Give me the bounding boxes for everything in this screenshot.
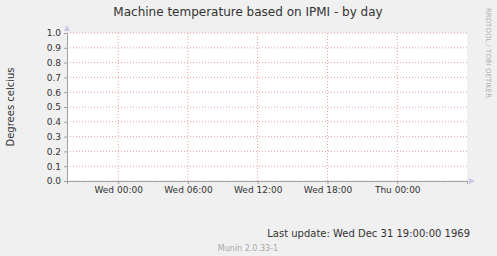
grid-line-y: [67, 62, 467, 63]
footer: Munin 2.0.33-1: [218, 244, 278, 253]
tick-mark: [64, 48, 67, 49]
grid-line-y: [67, 33, 467, 34]
background: [0, 0, 497, 256]
grid: [67, 33, 467, 181]
tick-label: 0.6: [47, 88, 62, 98]
grid-line-x: [257, 33, 258, 181]
tick: Thu 00:00: [374, 181, 421, 195]
tick: 1.0: [47, 28, 67, 38]
tick-mark: [64, 33, 67, 34]
tick-label: Wed 12:00: [234, 185, 283, 195]
tick-mark: [64, 166, 67, 167]
tick-label: 0.4: [47, 117, 62, 127]
tick-mark: [64, 77, 67, 78]
plot-area: [67, 33, 467, 181]
tick-label: 0.5: [47, 102, 61, 112]
tick: 0.1: [47, 162, 67, 172]
axis-line: [64, 34, 68, 182]
tick: Wed 12:00: [234, 181, 283, 195]
grid-line-y: [67, 151, 467, 152]
tick-label: 0.2: [47, 147, 61, 157]
axis-arrow: [467, 181, 470, 182]
last-update: Last update: Wed Dec 31 19:00:00 1969: [267, 228, 470, 239]
tick-label: 0.3: [47, 132, 61, 142]
grid-line-y: [67, 107, 467, 108]
tick: 0.3: [47, 132, 67, 142]
y-axis-label: Degrees celcius: [5, 67, 16, 146]
grid-line-y: [67, 77, 467, 78]
grid-line-x: [327, 33, 328, 181]
y-axis: 0.0 0.1 0.2 0.3 0.4 0.5 0.6 0.7 0.8 0.9 1.0: [47, 28, 68, 186]
tick-label: 0.9: [47, 43, 62, 53]
tick: 0.5: [47, 102, 67, 112]
tick-mark: [258, 181, 259, 184]
grid-line-x: [118, 33, 119, 181]
tick-mark: [118, 181, 119, 184]
tick-label: 0.7: [47, 73, 61, 83]
tick-label: Thu 00:00: [374, 185, 421, 195]
tick-mark: [64, 137, 67, 138]
grid-line-y: [67, 166, 467, 167]
tick-mark: [188, 181, 189, 184]
tick-label: 0.1: [47, 162, 61, 172]
grid-line-x: [187, 33, 188, 181]
tick-label: Wed 06:00: [164, 185, 213, 195]
tick: Wed 00:00: [94, 181, 143, 195]
tick-label: Wed 18:00: [304, 185, 353, 195]
tick: Wed 06:00: [164, 181, 213, 195]
tick-mark: [64, 107, 67, 108]
tick-mark: [64, 63, 67, 64]
tick-mark: [64, 122, 67, 123]
tick: 0.2: [47, 147, 67, 157]
title: Machine temperature based on IPMI - by d…: [113, 5, 382, 19]
tick: 0.4: [47, 117, 67, 127]
tick: 0.0: [47, 176, 67, 186]
axis-arrow: [64, 25, 70, 31]
grid-line-x: [397, 33, 398, 181]
tick-label: 0.8: [47, 58, 62, 68]
grid-line-y: [67, 47, 467, 48]
tick-mark: [64, 92, 67, 93]
tick: 0.6: [47, 88, 67, 98]
tick-mark: [397, 181, 398, 184]
grid-line-y: [67, 121, 467, 122]
tick: 0.8: [47, 58, 67, 68]
tick: Wed 18:00: [304, 181, 353, 195]
grid-line-y: [67, 92, 467, 93]
tick-mark: [327, 181, 328, 184]
tick-label: 1.0: [47, 28, 62, 38]
axis-line: [68, 182, 468, 185]
tick: 0.9: [47, 43, 67, 53]
tick: 0.7: [47, 73, 67, 83]
x-axis: Wed 00:00 Wed 06:00 Wed 12:00 Wed 18:00 Thu …: [68, 181, 468, 195]
tick-label: 0.0: [47, 176, 62, 186]
chart: 0.0 0.1 0.2 0.3 0.4 0.5 0.6 0.7 0.8 0.9 1.0 Wed 00:…: [0, 0, 497, 256]
tick-mark: [64, 151, 67, 152]
tick-mark: [64, 181, 67, 182]
grid-line-y: [67, 136, 467, 137]
tick-label: Wed 00:00: [94, 185, 143, 195]
watermark: RRDTOOL / TOBI OETIKER: [484, 8, 492, 98]
